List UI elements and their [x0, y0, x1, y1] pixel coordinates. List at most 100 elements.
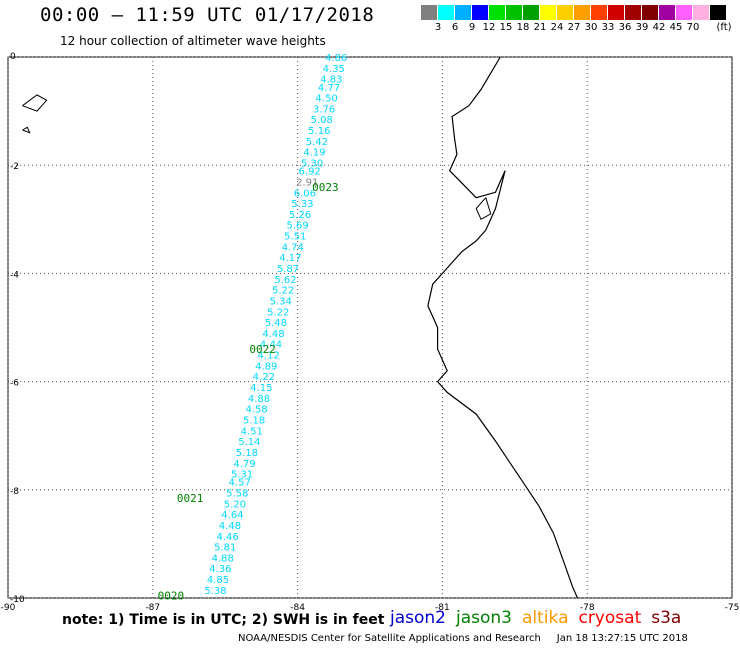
y-tick-label: -4 — [10, 270, 19, 280]
legend-label: 24 — [550, 22, 564, 33]
credit-line: NOAA/NESDIS Center for Satellite Applica… — [238, 633, 688, 644]
wave-height-label: 5.31 — [231, 470, 253, 481]
legend-swatch — [659, 5, 676, 20]
legend-label: 42 — [652, 22, 666, 33]
wave-height-label: 5.38 — [204, 586, 226, 597]
color-legend — [421, 5, 727, 20]
wave-height-label: 6.92 — [299, 167, 321, 178]
wave-height-label: 4.44 — [260, 340, 282, 351]
wave-height-label: 5.48 — [265, 318, 287, 329]
legend-label: 18 — [516, 22, 530, 33]
x-tick-label: -87 — [145, 603, 160, 613]
legend-label: 30 — [584, 22, 598, 33]
wave-height-label: 4.79 — [233, 459, 255, 470]
legend-swatch — [710, 5, 727, 20]
wave-height-label: 5.14 — [238, 437, 260, 448]
time-label: 0022 — [249, 343, 275, 356]
wave-height-label: 3.76 — [313, 104, 335, 115]
legend-swatch — [438, 5, 455, 20]
wave-height-label: 5.08 — [311, 115, 333, 126]
wave-height-label: 5.42 — [306, 137, 328, 148]
puna-island — [475, 197, 492, 221]
wave-height-label: 4.64 — [221, 510, 243, 521]
mission-s3a: s3a — [651, 608, 682, 628]
map-subtitle: 12 hour collection of altimeter wave hei… — [60, 34, 326, 48]
wave-height-label: 4.46 — [216, 532, 238, 543]
wave-height-label: 4.77 — [318, 83, 340, 94]
legend-swatch — [625, 5, 642, 20]
wave-height-label: 4.89 — [255, 361, 277, 372]
legend-swatch — [574, 5, 591, 20]
galapagos-island — [22, 94, 48, 112]
wave-height-label: 5.69 — [286, 221, 308, 232]
wave-height-label: 5.20 — [224, 499, 246, 510]
y-tick-label: -6 — [10, 379, 19, 389]
wave-height-label: 5.30 — [301, 158, 323, 169]
legend-unit: (ft) — [716, 22, 732, 33]
legend-swatch — [421, 5, 438, 20]
x-tick-label: -75 — [725, 603, 740, 613]
wave-height-label: 5.62 — [274, 275, 296, 286]
y-tick-label: -2 — [10, 162, 19, 172]
coastline — [427, 56, 579, 599]
wave-height-label: 5.34 — [270, 296, 292, 307]
wave-height-label: 4.48 — [262, 329, 284, 340]
y-tick-label: 0 — [10, 52, 16, 62]
legend-label: 39 — [635, 22, 649, 33]
x-tick-label: -78 — [580, 603, 595, 613]
x-tick-label: -81 — [435, 603, 450, 613]
wave-height-label: 5.16 — [308, 126, 330, 137]
wave-height-label: 4.83 — [320, 75, 342, 86]
legend-label: 27 — [567, 22, 581, 33]
time-label: 0023 — [312, 181, 339, 194]
wave-height-label: 4.19 — [303, 148, 325, 159]
wave-height-label: 5.33 — [291, 199, 313, 210]
legend-label: 15 — [499, 22, 513, 33]
wave-height-label: 4.17 — [279, 253, 301, 264]
legend-swatch — [506, 5, 523, 20]
legend-label: 36 — [618, 22, 632, 33]
legend-swatch — [642, 5, 659, 20]
wave-height-label: 2.91 — [296, 177, 318, 188]
legend-label: 33 — [601, 22, 615, 33]
map-title: 00:00 – 11:59 UTC 01/17/2018 — [40, 4, 375, 26]
legend-swatch — [523, 5, 540, 20]
legend-swatch — [591, 5, 608, 20]
wave-height-label: 4.57 — [229, 478, 251, 489]
legend-label: 70 — [686, 22, 700, 33]
mission-jason3: jason3 — [456, 608, 512, 628]
map-frame — [7, 56, 733, 599]
legend-swatch — [489, 5, 506, 20]
wave-height-label: 6.06 — [294, 188, 316, 199]
wave-height-label: 5.18 — [236, 448, 258, 459]
wave-height-label: 4.88 — [248, 394, 270, 405]
legend-swatch — [455, 5, 472, 20]
wave-height-label: 4.15 — [250, 383, 272, 394]
legend-swatch — [693, 5, 710, 20]
wave-height-label: 4.36 — [209, 564, 231, 575]
x-tick-label: -84 — [290, 603, 305, 613]
x-tick-label: -90 — [1, 603, 16, 613]
wave-height-label: 4.48 — [219, 521, 241, 532]
wave-height-label: 5.51 — [284, 232, 306, 243]
galapagos-islet — [22, 126, 31, 134]
wave-height-label: 5.26 — [289, 210, 311, 221]
legend-swatch — [557, 5, 574, 20]
time-label: 0021 — [177, 492, 204, 505]
wave-height-label: 5.18 — [243, 415, 265, 426]
legend-label: 21 — [533, 22, 547, 33]
mission-cryosat: cryosat — [578, 608, 642, 628]
units-note: note: 1) Time is in UTC; 2) SWH is in fe… — [62, 612, 385, 628]
wave-height-label: 5.87 — [277, 264, 299, 275]
legend-label: 45 — [669, 22, 683, 33]
wave-height-label: 4.88 — [212, 553, 234, 564]
wave-height-label: 4.22 — [253, 372, 275, 383]
color-legend-labels: 3 6 9 12 15 18 21 24 27 30 33 36 39 42 45 70 (ft) — [421, 22, 740, 36]
credit-timestamp: Jan 18 13:27:15 UTC 2018 — [556, 633, 688, 644]
legend-label: 12 — [482, 22, 496, 33]
wave-height-label: 4.12 — [258, 351, 280, 362]
wave-height-label: 5.22 — [272, 286, 294, 297]
legend-label: 6 — [451, 22, 459, 33]
wave-height-label: 5.58 — [226, 489, 248, 500]
